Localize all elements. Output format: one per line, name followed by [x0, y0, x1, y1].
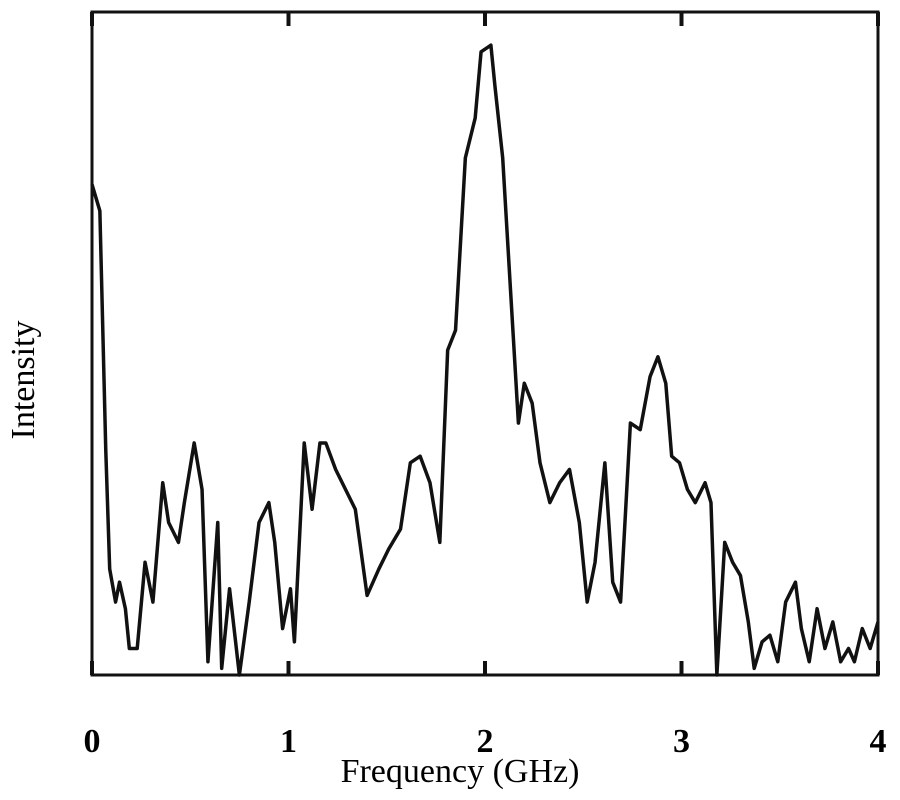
x-tick-label: 4: [870, 723, 887, 760]
x-tick-label: 1: [280, 723, 297, 760]
x-tick-label: 0: [84, 723, 101, 760]
y-axis-label: Intensity: [5, 321, 42, 440]
x-axis-label: Frequency (GHz): [341, 753, 580, 790]
plot-frame: [90, 10, 880, 677]
x-tick-label: 2: [477, 723, 494, 760]
data-line: [90, 43, 880, 677]
x-tick-label: 3: [673, 723, 690, 760]
